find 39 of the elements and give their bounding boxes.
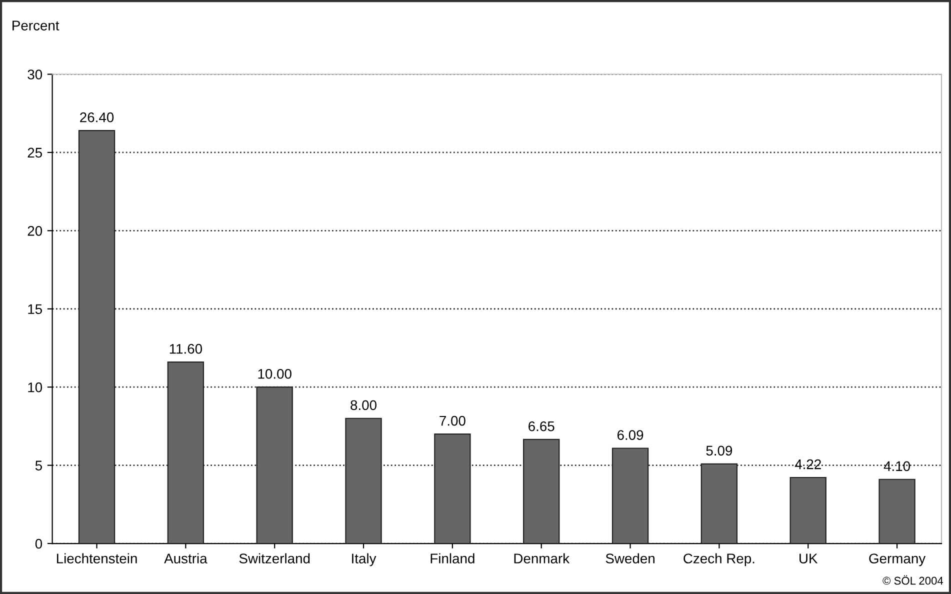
x-tick-label: Switzerland (239, 553, 310, 564)
bar (345, 418, 382, 544)
bar (523, 438, 560, 544)
data-label: 4.10 (884, 461, 910, 472)
bar (612, 448, 649, 544)
bar (256, 386, 293, 544)
data-label: 11.60 (170, 344, 202, 354)
y-tick-label: 20 (28, 226, 42, 236)
y-tick-label: 15 (28, 304, 42, 314)
y-tick-label: 10 (28, 382, 42, 392)
bar (790, 476, 826, 544)
y-axis-title: Percent (12, 20, 60, 30)
bar (167, 362, 204, 544)
x-tick-label: Denmark (514, 553, 570, 564)
x-tick-label: Italy (352, 553, 376, 566)
data-label: 10.00 (258, 368, 292, 379)
x-tick-label: Finland (430, 553, 474, 564)
x-tick-label: UK (800, 554, 818, 564)
y-tick-label: 30 (28, 70, 42, 80)
data-label: 4.22 (794, 459, 821, 470)
data-label: 8.00 (350, 400, 376, 410)
x-tick-label: Czech Rep. (684, 553, 754, 566)
bar (78, 130, 116, 544)
x-tick-label: Germany (869, 554, 926, 566)
data-label: 5.09 (706, 446, 732, 456)
text: © SÖL 2004 (882, 575, 944, 585)
bar (878, 478, 916, 544)
y-tick-label: 25 (28, 148, 42, 158)
x-tick-label: Austria (164, 553, 208, 564)
x-tick-label: Sweden (606, 553, 654, 564)
bar (434, 433, 471, 544)
y-tick-label: 5 (35, 460, 42, 470)
data-label: 26.40 (80, 112, 114, 122)
data-label: 6.65 (528, 421, 554, 432)
y-tick-label: 0 (35, 538, 42, 549)
bar (700, 463, 738, 544)
x-tick-label: Liechtenstein (56, 553, 137, 564)
data-label: 6.09 (617, 430, 644, 440)
data-label: 7.00 (440, 416, 466, 426)
